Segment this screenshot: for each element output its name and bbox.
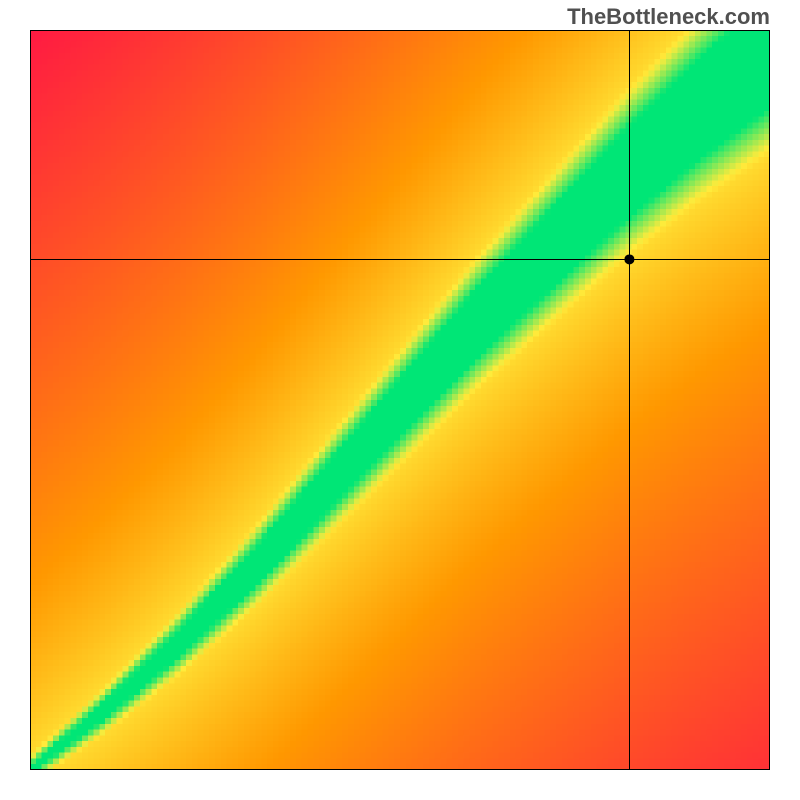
chart-container: TheBottleneck.com bbox=[0, 0, 800, 800]
watermark-label: TheBottleneck.com bbox=[567, 4, 770, 30]
bottleneck-heatmap-canvas bbox=[30, 30, 770, 770]
